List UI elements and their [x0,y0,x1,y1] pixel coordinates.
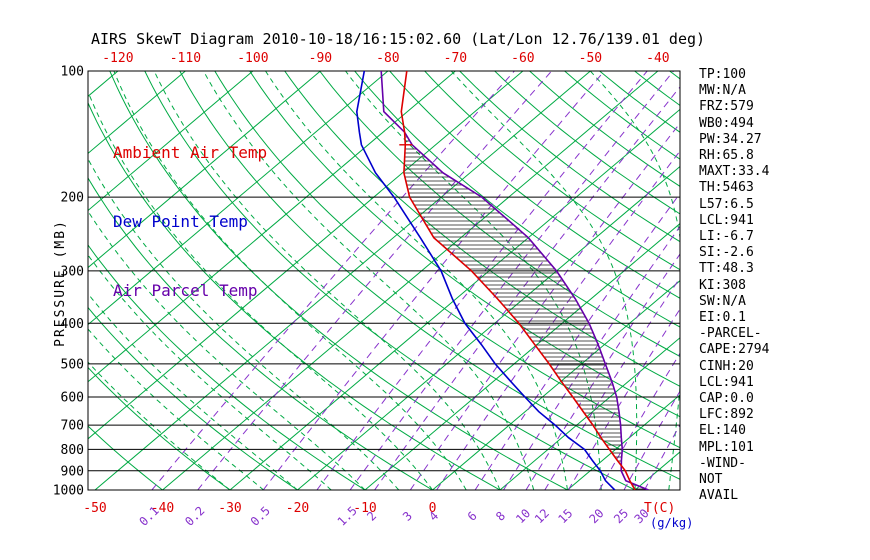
bottom-temp-tick-label: 0 [429,501,437,516]
cape-hatch-area [403,136,647,490]
pressure-axis-label: PRESSURE (MB) [53,219,68,347]
info-line: EI:0.1 [699,310,746,326]
bottom-temp-tick-label: -40 [151,501,174,516]
info-line: LCL:941 [699,212,754,228]
mixing-ratio-label: 6 [465,509,480,524]
legend: Ambient Air Temp Dew Point Temp Air Parc… [113,95,267,348]
pressure-tick-label: 100 [61,65,84,80]
legend-air-parcel-temp: Air Parcel Temp [113,281,258,300]
info-line: RH:65.8 [699,148,754,164]
ambient-air-temp-curve [400,71,636,490]
mixing-ratio-label: 15 [555,506,575,526]
mixing-ratio-label: 25 [611,506,631,526]
bottom-temp-tick-label: -20 [286,501,309,516]
plot-frame [87,70,681,491]
mixing-ratio-label: 12 [532,506,552,526]
info-line: AVAIL [699,488,739,504]
top-temp-tick-label: -120 [102,51,133,66]
bottom-temp-tick-label: -30 [218,501,241,516]
info-line: SW:N/A [699,293,746,309]
pressure-tick-label: 800 [61,443,84,458]
top-temp-tick-label: -110 [170,51,201,66]
pressure-tick-label: 200 [61,191,84,206]
pressure-tick-label: 400 [61,317,84,332]
top-temp-tick-label: -50 [579,51,602,66]
top-temp-tick-label: -40 [646,51,669,66]
info-line: MW:N/A [699,83,746,99]
pressure-tick-label: 700 [61,419,84,434]
mixing-ratio-label: 0.5 [248,504,273,529]
info-line: MAXT:33.4 [699,164,770,180]
info-line: CAP:0.0 [699,391,754,407]
chart-title: AIRS SkewT Diagram 2010-10-18/16:15:02.6… [90,30,706,48]
pressure-tick-label: 500 [61,357,84,372]
info-line: EL:140 [699,423,746,439]
info-line: FRZ:579 [699,99,754,115]
dew-point-temp-curve [355,71,616,490]
info-line: NOT [699,472,723,488]
pressure-tick-label: 900 [61,464,84,479]
mixing-ratio-label: 10 [513,506,533,526]
mixing-ratio-lines [151,71,680,490]
bottom-temp-tick-label: -10 [353,501,376,516]
info-line: MPL:101 [699,439,754,455]
info-line: TT:48.3 [699,261,754,277]
pressure-tick-label: 600 [61,391,84,406]
info-line: LI:-6.7 [699,229,754,245]
top-temp-tick-label: -100 [237,51,268,66]
top-temp-tick-label: -90 [309,51,332,66]
info-line: SI:-2.6 [699,245,754,261]
info-line: TH:5463 [699,180,754,196]
air-parcel-temp-curve [380,71,649,490]
mixing-ratio-label: 8 [493,509,508,524]
pressure-tick-label: 300 [61,264,84,279]
info-line: WB0:494 [699,115,754,131]
bottom-temp-tick-label: -50 [83,501,106,516]
info-panel: TP:100 MW:N/A FRZ:579 WB0:494 PW:34.27 RH:65.… [699,67,769,504]
info-line: L57:6.5 [699,196,754,212]
info-line: CAPE:2794 [699,342,770,358]
mixing-ratio-label: 20 [587,506,607,526]
info-line: -WIND- [699,455,746,471]
info-line: KI:308 [699,277,746,293]
info-line: CINH:20 [699,358,754,374]
info-line: TP:100 [699,67,746,82]
legend-dew-point-temp: Dew Point Temp [113,212,248,231]
top-temp-tick-label: -80 [376,51,399,66]
temp-unit-label: T(C) [644,501,675,516]
mixing-unit-label: (g/kg) [650,516,693,530]
pressure-tick-label: 1000 [53,484,84,499]
info-line: PW:34.27 [699,131,762,147]
mixing-ratio-label: 3 [400,509,415,524]
top-temp-tick-label: -60 [511,51,534,66]
info-line: LCL:941 [699,374,754,390]
mixing-ratio-label: 0.2 [182,504,207,529]
top-temp-tick-label: -70 [444,51,467,66]
info-line: LFC:892 [699,407,754,423]
info-line: -PARCEL- [699,326,762,342]
legend-ambient-air-temp: Ambient Air Temp [113,143,268,162]
